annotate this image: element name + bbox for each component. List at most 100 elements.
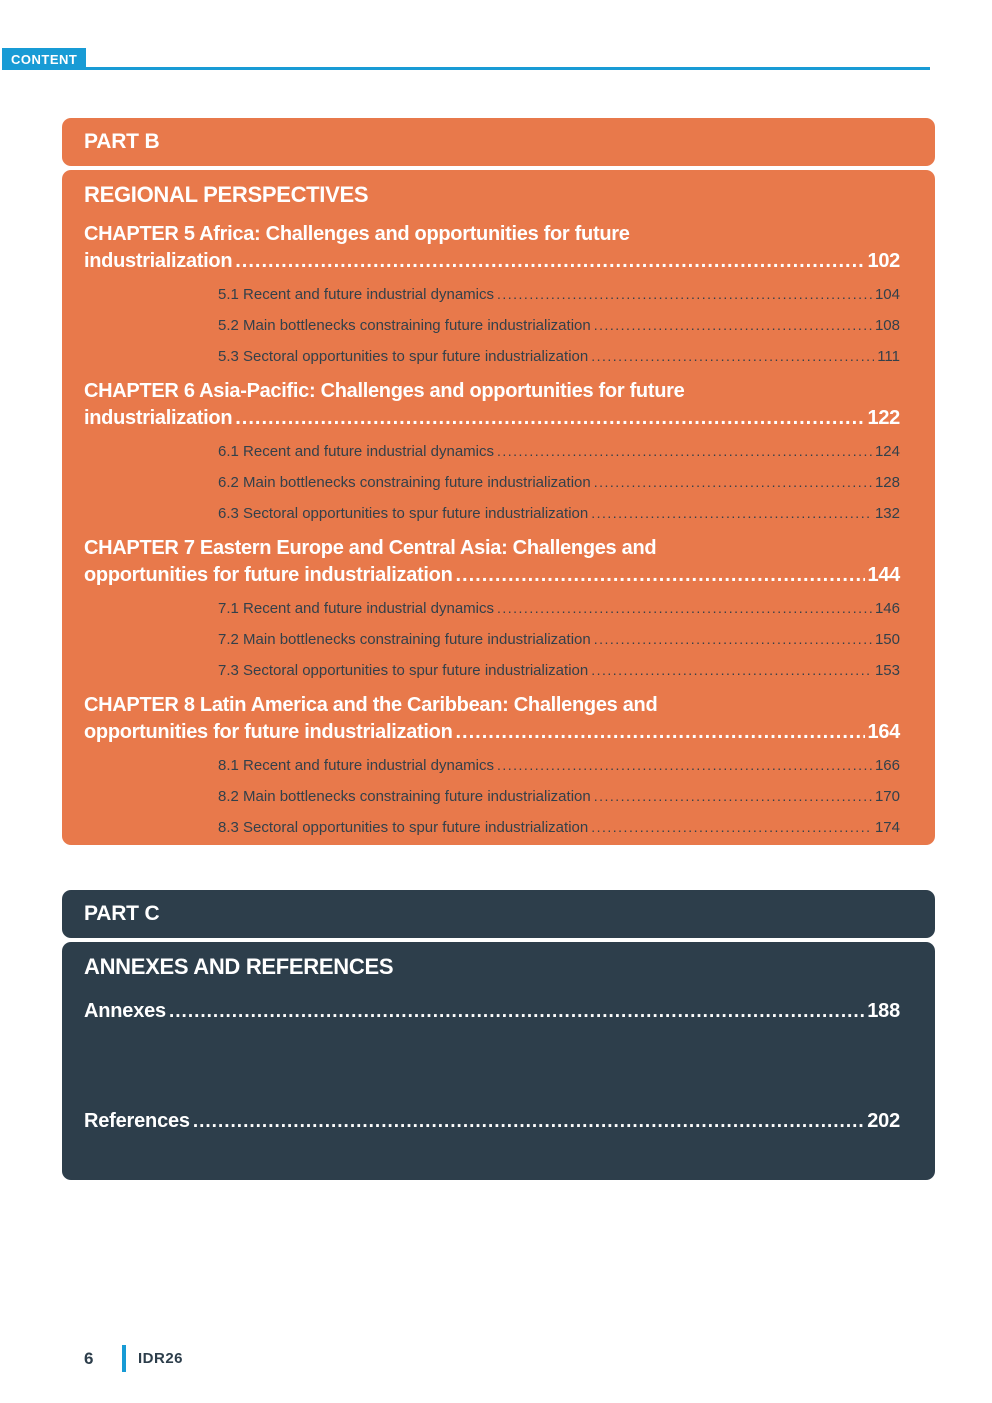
chapter-title-line1: CHAPTER 6 Asia-Pacific: Challenges and o… [84,380,685,402]
subentry-label: 6.3 Sectoral opportunities to spur futur… [218,505,589,522]
chapter-heading[interactable]: CHAPTER 6 Asia-Pacific: Challenges and o… [84,378,900,432]
part-b-section-title: REGIONAL PERSPECTIVES [84,182,369,207]
chapter-heading[interactable]: CHAPTER 8 Latin America and the Caribbea… [84,692,900,746]
dot-leader [591,819,872,835]
subentry-page-number: 108 [874,317,900,334]
toc-subentry[interactable]: 8.1 Recent and future industrial dynamic… [218,757,900,774]
chapter-title-line2: industrialization [84,407,233,429]
chapter-title-line1: CHAPTER 5 Africa: Challenges and opportu… [84,223,630,245]
subentry-page-number: 170 [874,788,900,805]
chapter-title-line2: opportunities for future industrializati… [84,721,453,743]
toc-subentry[interactable]: 6.1 Recent and future industrial dynamic… [218,443,900,460]
subentry-label: 7.2 Main bottlenecks constraining future… [218,631,591,648]
toc-chapter-entry[interactable]: CHAPTER 8 Latin America and the Caribbea… [84,692,900,836]
toc-subentry[interactable]: 7.2 Main bottlenecks constraining future… [218,631,900,648]
chapter-page-number: 102 [867,250,901,272]
footer-page-number: 6 [84,1348,94,1368]
chapter-page-number: 122 [867,407,901,429]
subentry-label: 5.1 Recent and future industrial dynamic… [218,286,494,303]
toc-annex-entry[interactable]: References 202 [84,1110,900,1133]
footer-separator-bar [122,1345,126,1372]
subentry-page-number: 128 [874,474,900,491]
footer-report-code: IDR26 [138,1350,184,1367]
chapter-subentries: 7.1 Recent and future industrial dynamic… [218,600,900,679]
toc-subentry[interactable]: 6.2 Main bottlenecks constraining future… [218,474,900,491]
part-b-body: REGIONAL PERSPECTIVES CHAPTER 5 Africa: … [62,170,935,845]
chapter-title-line1: CHAPTER 7 Eastern Europe and Central Asi… [84,537,657,559]
dot-leader [594,631,872,647]
toc-chapter-entry[interactable]: CHAPTER 5 Africa: Challenges and opportu… [84,221,900,365]
dot-leader [235,405,864,432]
subentry-label: 7.1 Recent and future industrial dynamic… [218,600,494,617]
chapter-title-line2: opportunities for future industrializati… [84,564,453,586]
dot-leader [591,505,872,521]
toc-subentry[interactable]: 7.1 Recent and future industrial dynamic… [218,600,900,617]
content-tag: CONTENT [2,48,87,70]
part-b-header: PART B [62,118,935,166]
toc-subentry[interactable]: 7.3 Sectoral opportunities to spur futur… [218,662,900,679]
part-c-section-title: ANNEXES AND REFERENCES [84,954,394,979]
chapter-title-line2: industrialization [84,250,233,272]
dot-leader [594,474,872,490]
dot-leader [591,348,874,364]
chapter-heading[interactable]: CHAPTER 5 Africa: Challenges and opportu… [84,221,900,275]
chapter-heading[interactable]: CHAPTER 7 Eastern Europe and Central Asi… [84,535,900,589]
subentry-label: 8.2 Main bottlenecks constraining future… [218,788,591,805]
subentry-label: 6.2 Main bottlenecks constraining future… [218,474,591,491]
content-tag-label: CONTENT [11,51,78,67]
toc-subentry[interactable]: 5.3 Sectoral opportunities to spur futur… [218,348,900,365]
toc-subentry[interactable]: 5.1 Recent and future industrial dynamic… [218,286,900,303]
subentry-page-number: 104 [874,286,900,303]
dot-leader [497,757,872,773]
toc-subentry[interactable]: 8.3 Sectoral opportunities to spur futur… [218,819,900,836]
page-footer: 6 IDR26 [84,1345,183,1372]
dot-leader [169,1001,864,1023]
dot-leader [594,317,872,333]
toc-annex-entry[interactable]: Annexes 188 [84,1000,900,1023]
subentry-label: 8.1 Recent and future industrial dynamic… [218,757,494,774]
chapter-title-line1: CHAPTER 8 Latin America and the Caribbea… [84,694,658,716]
annex-entry-label: References [84,1110,190,1132]
dot-leader [456,562,865,589]
subentry-page-number: 124 [874,443,900,460]
toc-subentry[interactable]: 5.2 Main bottlenecks constraining future… [218,317,900,334]
subentry-label: 6.1 Recent and future industrial dynamic… [218,443,494,460]
subentry-page-number: 132 [874,505,900,522]
subentry-page-number: 150 [874,631,900,648]
chapter-subentries: 6.1 Recent and future industrial dynamic… [218,443,900,522]
subentry-label: 7.3 Sectoral opportunities to spur futur… [218,662,589,679]
subentry-page-number: 166 [874,757,900,774]
dot-leader [594,788,872,804]
toc-chapter-entry[interactable]: CHAPTER 7 Eastern Europe and Central Asi… [84,535,900,679]
subentry-page-number: 153 [874,662,900,679]
annex-entry-label: Annexes [84,1000,166,1022]
subentry-page-number: 111 [877,348,900,365]
part-b-label: PART B [84,130,160,153]
subentry-label: 5.3 Sectoral opportunities to spur futur… [218,348,589,365]
subentry-label: 8.3 Sectoral opportunities to spur futur… [218,819,589,836]
part-c-label: PART C [84,902,160,925]
annex-entry-page-number: 188 [867,1000,900,1022]
chapters: CHAPTER 5 Africa: Challenges and opportu… [84,221,900,836]
chapter-subentries: 5.1 Recent and future industrial dynamic… [218,286,900,365]
subentry-label: 5.2 Main bottlenecks constraining future… [218,317,591,334]
toc-subentry[interactable]: 6.3 Sectoral opportunities to spur futur… [218,505,900,522]
dot-leader [193,1111,864,1133]
annex-entry-page-number: 202 [867,1110,900,1132]
dot-leader [497,286,872,302]
part-c-header: PART C [62,890,935,938]
chapter-page-number: 164 [867,721,901,743]
part-c-body: ANNEXES AND REFERENCES Annexes 188 Refer… [62,942,935,1180]
subentry-page-number: 146 [874,600,900,617]
part-c-entries: Annexes 188 References 202 [84,1000,900,1133]
dot-leader [591,662,872,678]
toc-subentry[interactable]: 8.2 Main bottlenecks constraining future… [218,788,900,805]
dot-leader [497,600,872,616]
chapter-subentries: 8.1 Recent and future industrial dynamic… [218,757,900,836]
header-rule [2,67,930,70]
subentry-page-number: 174 [874,819,900,836]
chapter-page-number: 144 [867,564,901,586]
toc-chapter-entry[interactable]: CHAPTER 6 Asia-Pacific: Challenges and o… [84,378,900,522]
dot-leader [235,248,864,275]
dot-leader [497,443,872,459]
